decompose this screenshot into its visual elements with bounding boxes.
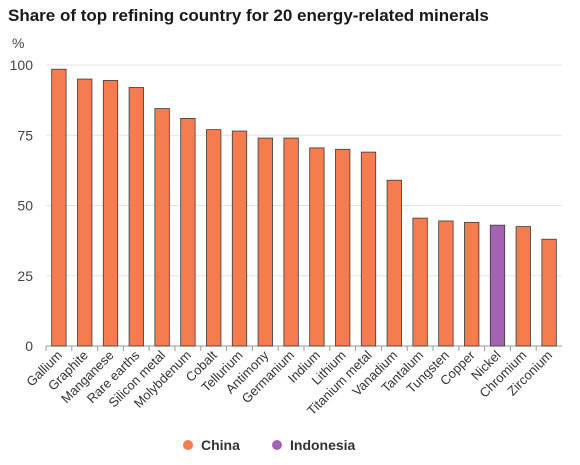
- legend-swatch: [183, 440, 193, 450]
- bar-zirconium: [541, 238, 557, 347]
- gridlines: [46, 64, 562, 347]
- legend-label: Indonesia: [290, 437, 356, 453]
- bar-gallium: [51, 68, 67, 347]
- bar-tungsten: [438, 220, 454, 347]
- bar-nickel: [489, 224, 506, 347]
- bar-manganese: [102, 80, 119, 347]
- y-tick-label: 75: [17, 127, 33, 143]
- bar-graphite: [77, 78, 93, 347]
- chart-title: Share of top refining country for 20 ene…: [8, 6, 489, 25]
- y-tick-label: 0: [25, 338, 33, 354]
- bar-antimony: [257, 137, 273, 347]
- y-axis-unit-label: %: [12, 35, 24, 51]
- bars: [51, 68, 557, 347]
- bar-molybdenum: [180, 117, 196, 347]
- bar-germanium: [283, 137, 299, 347]
- bar-indium: [309, 147, 325, 347]
- bar-tellurium: [231, 130, 248, 347]
- bar-copper: [464, 221, 480, 347]
- bar-tantalum: [412, 217, 428, 347]
- bar-cobalt: [206, 129, 222, 347]
- y-tick-label: 50: [17, 198, 33, 214]
- legend: China Indonesia: [183, 437, 356, 453]
- bar-lithium: [335, 148, 351, 347]
- y-axis-ticks: 0 25 50 75 100: [10, 57, 34, 354]
- bar-silicon-metal: [154, 108, 170, 347]
- bar-chromium: [515, 226, 531, 347]
- y-tick-label: 100: [10, 57, 34, 73]
- legend-swatch: [272, 440, 282, 450]
- y-tick-label: 25: [17, 268, 33, 284]
- bar-rare-earths: [128, 87, 144, 347]
- bar-vanadium: [386, 179, 402, 347]
- bar-titanium-metal: [360, 151, 377, 347]
- legend-label: China: [201, 437, 240, 453]
